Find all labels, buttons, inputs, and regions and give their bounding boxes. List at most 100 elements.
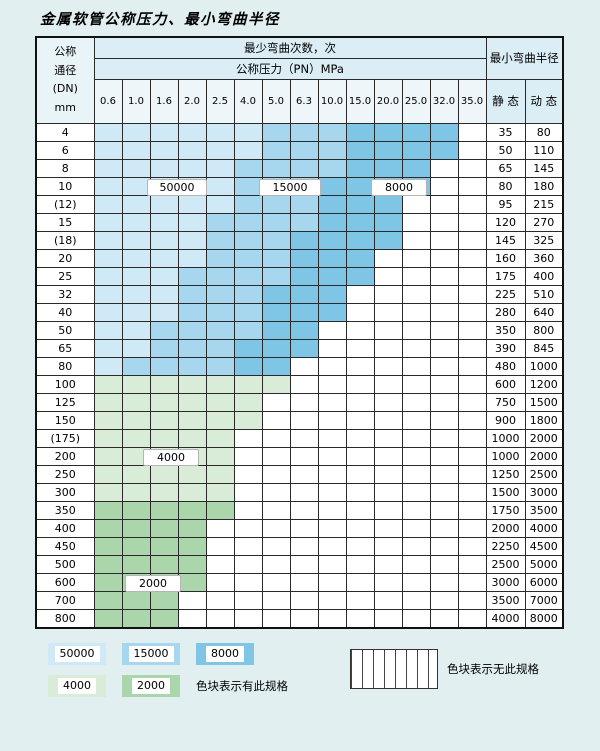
pressure-values-row: 0.6 1.0 1.6 2.0 2.5 4.0 5.0 6.3 10.0 15.0 20.0 25.0… <box>36 78 564 124</box>
dynamic-value: 8000 <box>524 608 564 628</box>
spec-cell <box>177 500 207 520</box>
legend-has-text: 色块表示有此规格 <box>196 678 288 693</box>
spec-cell <box>345 302 375 322</box>
table-row: (12) 95 215 <box>35 194 564 214</box>
spec-cell <box>457 608 487 628</box>
spec-cell <box>93 320 123 340</box>
spec-cell <box>149 500 179 520</box>
spec-cell <box>93 608 123 628</box>
dn-cell: 80 <box>35 356 95 376</box>
spec-cell <box>177 266 207 286</box>
spec-cell <box>373 212 403 232</box>
spec-cell <box>401 320 431 340</box>
pressure-value: 0.6 <box>93 78 123 124</box>
spec-cell <box>401 212 431 232</box>
legend-none-group: 色块表示无此规格 <box>350 648 539 689</box>
spec-cell <box>345 140 375 160</box>
pressure-value: 32.0 <box>429 78 459 124</box>
static-value: 225 <box>485 284 526 304</box>
spec-cell <box>121 158 151 178</box>
static-value: 350 <box>485 320 526 340</box>
spec-cell <box>121 248 151 268</box>
spec-table: 公称 通径 (DN) mm 最少弯曲次数，次 最小弯曲半径 公称压力（PN）MP… <box>35 36 565 629</box>
spec-cell <box>121 140 151 160</box>
dn-cell: (12) <box>35 194 95 214</box>
spec-cell <box>429 482 459 502</box>
spec-cell <box>233 140 263 160</box>
spec-cell <box>429 446 459 466</box>
spec-cell <box>261 338 291 358</box>
no-spec-swatch <box>350 648 438 689</box>
spec-cell <box>345 482 375 502</box>
legend-swatch-4000: 4000 <box>48 674 106 697</box>
spec-cell <box>261 158 291 178</box>
spec-cell <box>93 590 123 610</box>
dn-header-line: 公称 <box>54 44 77 58</box>
dn-header: 公称 通径 (DN) mm <box>35 36 95 124</box>
spec-cell <box>457 266 487 286</box>
spec-cell <box>457 320 487 340</box>
static-value: 2250 <box>485 536 526 556</box>
spec-cell <box>429 140 459 160</box>
spec-cell <box>177 320 207 340</box>
spec-cell <box>261 230 291 250</box>
static-header: 静 态 <box>485 78 526 124</box>
spec-cell <box>289 266 319 286</box>
spec-cell <box>177 356 207 376</box>
spec-cell <box>233 446 263 466</box>
spec-cell <box>205 230 235 250</box>
spec-cell <box>233 248 263 268</box>
page-title: 金属软管公称压力、最小弯曲半径 <box>40 12 280 28</box>
spec-cell <box>401 158 431 178</box>
table-row: 350 1750 3500 <box>35 500 564 520</box>
spec-cell <box>373 428 403 448</box>
spec-cell <box>149 590 179 610</box>
spec-cell <box>457 302 487 322</box>
spec-cell <box>373 122 403 142</box>
spec-cell <box>289 248 319 268</box>
spec-cell <box>373 536 403 556</box>
spec-cell <box>177 518 207 538</box>
table-row: 80 480 1000 <box>35 356 564 376</box>
spec-cell <box>233 356 263 376</box>
spec-cell <box>429 374 459 394</box>
spec-cell <box>121 590 151 610</box>
spec-cell <box>149 122 179 142</box>
spec-cell <box>261 374 291 394</box>
spec-cell <box>233 410 263 430</box>
pressure-value: 10.0 <box>317 78 347 124</box>
spec-cell <box>149 266 179 286</box>
static-value: 900 <box>485 410 526 430</box>
dynamic-value: 360 <box>524 248 564 268</box>
dn-cell: 450 <box>35 536 95 556</box>
table-row: 6 50 110 <box>35 140 564 160</box>
spec-cell <box>121 374 151 394</box>
spec-cell <box>401 194 431 214</box>
spec-cell <box>121 338 151 358</box>
table-row: 450 2250 4500 <box>35 536 564 556</box>
spec-cell <box>457 410 487 430</box>
spec-cell <box>289 590 319 610</box>
spec-cell <box>205 392 235 412</box>
legend: 50000 15000 8000 4000 2000 色块表示有此规格 色块表示… <box>48 642 600 707</box>
dynamic-value: 1000 <box>524 356 564 376</box>
spec-cell <box>205 338 235 358</box>
spec-cell <box>177 194 207 214</box>
table-header: 公称 通径 (DN) mm 最少弯曲次数，次 最小弯曲半径 公称压力（PN）MP… <box>35 36 564 124</box>
dynamic-value: 6000 <box>524 572 564 592</box>
table-row: (175) 1000 2000 <box>35 428 564 448</box>
spec-cell <box>457 140 487 160</box>
spec-cell <box>233 176 263 196</box>
spec-cell <box>205 446 235 466</box>
spec-cell <box>93 464 123 484</box>
dynamic-value: 4000 <box>524 518 564 538</box>
dn-cell: 20 <box>35 248 95 268</box>
spec-cell <box>345 410 375 430</box>
dn-cell: (18) <box>35 230 95 250</box>
legend-grid: 50000 15000 8000 4000 2000 色块表示有此规格 <box>48 642 288 707</box>
spec-cell <box>457 554 487 574</box>
pressure-value: 4.0 <box>233 78 263 124</box>
static-value: 95 <box>485 194 526 214</box>
dn-cell: 700 <box>35 590 95 610</box>
spec-cell <box>317 464 347 484</box>
